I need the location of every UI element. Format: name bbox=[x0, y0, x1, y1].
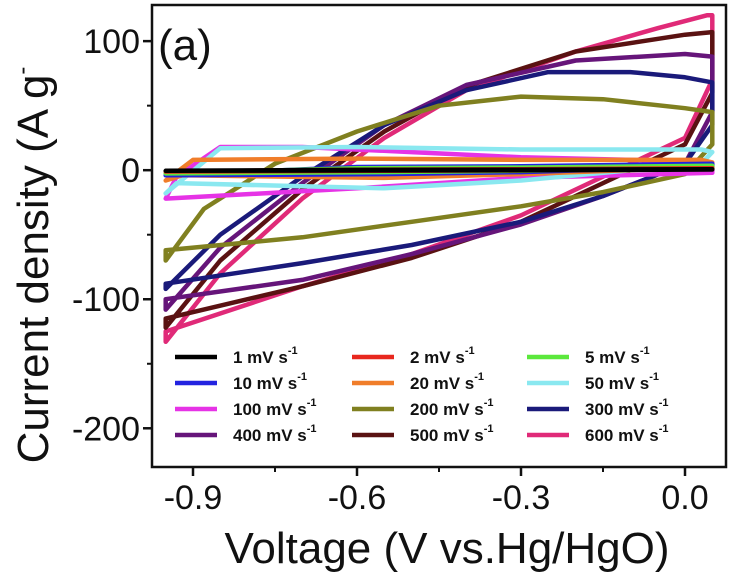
legend-label-sup: -1 bbox=[659, 423, 669, 435]
legend-label-main: 200 mV s bbox=[410, 400, 484, 419]
x-tick-label: -0.6 bbox=[328, 479, 387, 517]
legend-label-sup: -1 bbox=[307, 423, 317, 435]
legend-label-main: 500 mV s bbox=[410, 426, 484, 445]
y-tick-label: -100 bbox=[72, 281, 140, 319]
legend-label-main: 50 mV s bbox=[585, 374, 649, 393]
legend-label-sup: -1 bbox=[307, 397, 317, 409]
legend-label-sup: -1 bbox=[474, 371, 484, 383]
y-axis-title-main: Current density (A g bbox=[9, 75, 58, 464]
legend: 1 mV s-1 2 mV s-1 5 mV s-110 mV s-1 20 mV s… bbox=[175, 345, 669, 445]
x-tick-label: -0.9 bbox=[164, 479, 223, 517]
legend-label: 10 mV s-1 bbox=[233, 371, 307, 393]
series-curve bbox=[163, 69, 715, 292]
legend-label: 300 mV s-1 bbox=[585, 397, 669, 419]
legend-label-main: 2 mV s bbox=[410, 348, 465, 367]
legend-label-main: 600 mV s bbox=[585, 426, 659, 445]
legend-label-sup: -1 bbox=[640, 345, 650, 357]
legend-label: 5 mV s-1 bbox=[585, 345, 650, 367]
legend-label: 20 mV s-1 bbox=[410, 371, 484, 393]
y-tick-label: -200 bbox=[72, 410, 140, 448]
legend-label-main: 20 mV s bbox=[410, 374, 474, 393]
y-tick-label: 100 bbox=[83, 23, 140, 61]
series-curve bbox=[163, 166, 715, 174]
legend-label-main: 1 mV s bbox=[233, 348, 288, 367]
x-axis-title: Voltage (V vs.Hg/HgO) bbox=[224, 524, 669, 573]
legend-label-sup: -1 bbox=[484, 397, 494, 409]
y-tick-label: 0 bbox=[121, 152, 140, 190]
x-tick-label: -0.3 bbox=[492, 479, 551, 517]
legend-label-sup: -1 bbox=[484, 423, 494, 435]
panel-label: (a) bbox=[158, 21, 212, 70]
legend-label-main: 100 mV s bbox=[233, 400, 307, 419]
legend-label-main: 5 mV s bbox=[585, 348, 640, 367]
x-tick-label: 0.0 bbox=[661, 479, 708, 517]
legend-label-sup: -1 bbox=[659, 397, 669, 409]
legend-label: 1 mV s-1 bbox=[233, 345, 298, 367]
legend-label-main: 300 mV s bbox=[585, 400, 659, 419]
legend-label: 2 mV s-1 bbox=[410, 345, 475, 367]
legend-label: 100 mV s-1 bbox=[233, 397, 317, 419]
y-axis-title-sup: - bbox=[9, 67, 36, 75]
legend-label-sup: -1 bbox=[297, 371, 307, 383]
legend-label-main: 400 mV s bbox=[233, 426, 307, 445]
legend-label: 200 mV s-1 bbox=[410, 397, 494, 419]
legend-label: 400 mV s-1 bbox=[233, 423, 317, 445]
legend-label-sup: -1 bbox=[465, 345, 475, 357]
y-axis-title: Current density (A g- bbox=[9, 67, 58, 464]
series-curve bbox=[163, 94, 715, 263]
series-curve bbox=[163, 144, 715, 196]
legend-label-main: 10 mV s bbox=[233, 374, 297, 393]
legend-label: 500 mV s-1 bbox=[410, 423, 494, 445]
legend-label: 600 mV s-1 bbox=[585, 423, 669, 445]
legend-label-sup: -1 bbox=[288, 345, 298, 357]
legend-label-sup: -1 bbox=[649, 371, 659, 383]
legend-label: 50 mV s-1 bbox=[585, 371, 659, 393]
